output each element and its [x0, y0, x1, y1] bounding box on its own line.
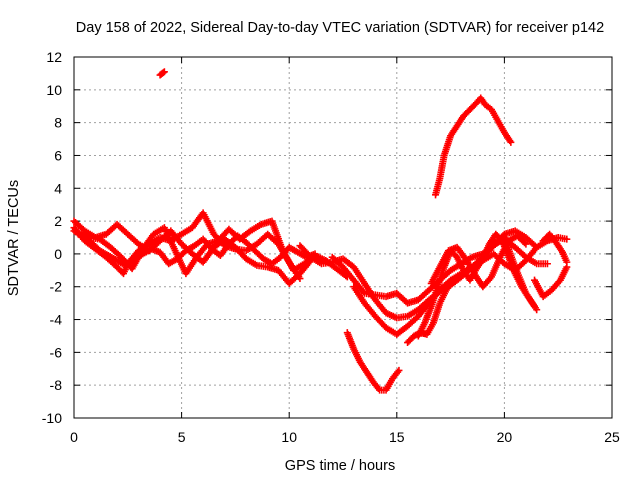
data-point	[160, 68, 168, 76]
y-tick-label-4: -2	[50, 279, 63, 295]
data-point	[563, 235, 571, 243]
data-points	[70, 68, 571, 394]
data-point	[507, 138, 515, 146]
x-tick-label-2: 10	[281, 429, 297, 445]
y-tick-label-3: -4	[50, 312, 63, 328]
y-tick-label-11: 12	[46, 49, 62, 65]
y-axis-label: SDTVAR / TECUs	[6, 180, 22, 296]
plot-frame	[73, 56, 613, 419]
x-tick-label-3: 15	[389, 429, 405, 445]
plot-border	[73, 56, 613, 419]
data-point	[395, 366, 403, 374]
x-axis: 0 5 10 15 20 25	[70, 57, 620, 445]
x-tick-label-4: 20	[497, 429, 513, 445]
y-tick-label-6: 2	[54, 213, 62, 229]
y-tick-label-10: 10	[46, 82, 62, 98]
series-rise-arc	[432, 94, 515, 199]
x-tick-label-5: 25	[604, 429, 620, 445]
data-point	[520, 239, 528, 247]
series-outlier	[156, 68, 168, 79]
series-dip-arc	[343, 329, 403, 394]
chart-title: Day 158 of 2022, Sidereal Day-to-day VTE…	[76, 20, 604, 36]
data-point	[522, 240, 530, 248]
series-track-l	[539, 230, 571, 266]
series-track-b	[70, 217, 315, 287]
y-tick-label-7: 4	[54, 180, 62, 196]
y-tick-label-2: -6	[50, 344, 63, 360]
series-track-j	[427, 232, 530, 291]
y-tick-label-5: 0	[54, 246, 62, 262]
data-point	[531, 302, 539, 310]
y-tick-label-8: 6	[54, 147, 62, 163]
y-tick-label-9: 8	[54, 115, 62, 131]
data-point	[563, 258, 571, 266]
series-track-k	[531, 263, 571, 301]
series-track-d	[70, 227, 319, 269]
data-point	[159, 69, 167, 77]
y-axis: -10 -8 -6 -4 -2 0 2 4 6 8 10 12	[42, 49, 612, 426]
x-tick-label-0: 0	[70, 429, 78, 445]
y-tick-label-1: -8	[50, 377, 63, 393]
y-tick-label-0: -10	[42, 410, 62, 426]
x-axis-label: GPS time / hours	[285, 458, 395, 474]
x-tick-label-1: 5	[178, 429, 186, 445]
data-point	[543, 260, 551, 268]
